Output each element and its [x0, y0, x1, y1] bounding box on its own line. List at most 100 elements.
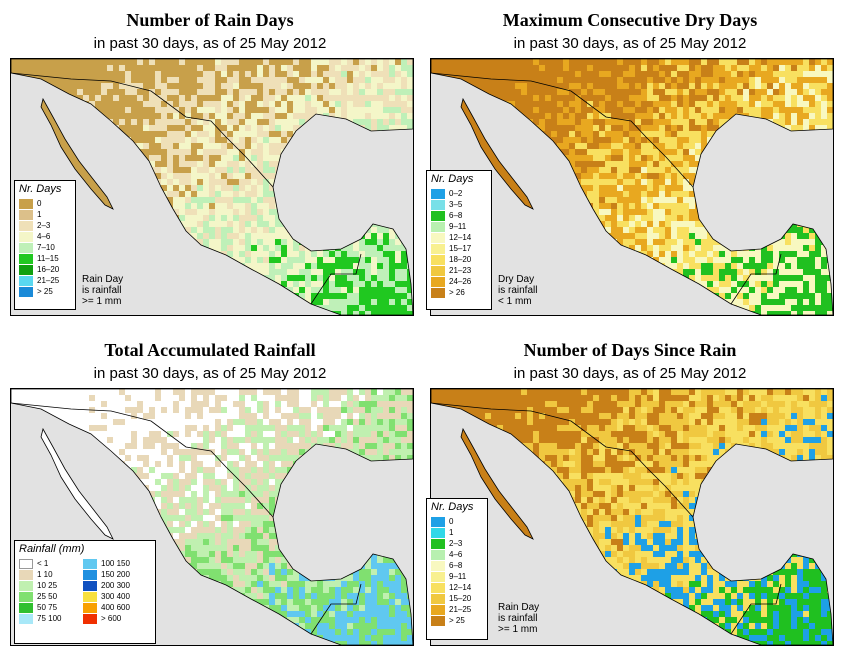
legend-swatch — [431, 538, 445, 549]
legend-swatch — [431, 527, 445, 538]
legend-label: 7–10 — [37, 243, 55, 252]
legend-swatch — [431, 243, 445, 254]
map-svg — [11, 59, 413, 315]
legend-label: > 600 — [101, 614, 122, 623]
legend-swatch — [431, 593, 445, 604]
legend-swatch — [431, 582, 445, 593]
legend-swatch — [431, 188, 445, 199]
legend-row: 1 10 — [19, 569, 79, 580]
us-mexico-border — [431, 72, 694, 188]
legend: Nr. Days 0–2 3–5 6–8 9–11 12–14 15–17 18–20 21–… — [426, 170, 492, 310]
legend-label: 1 — [449, 528, 454, 537]
legend-label: < 1 — [37, 559, 49, 568]
guatemala-border — [310, 583, 362, 635]
legend-swatch — [431, 549, 445, 560]
legend-label: 15–17 — [449, 244, 472, 253]
legend-note: Rain Day is rainfall >= 1 mm — [498, 602, 540, 635]
legend-label: 2–3 — [449, 539, 463, 548]
legend-label: 75 100 — [37, 614, 62, 623]
legend-swatch — [431, 571, 445, 582]
legend-row: 1 — [19, 209, 75, 220]
legend-label: 18–20 — [449, 255, 472, 264]
panel-rain-days: Number of Rain Days in past 30 days, as … — [0, 0, 420, 325]
us-mexico-border — [431, 402, 694, 518]
legend-label: 100 150 — [101, 559, 130, 568]
legend-label: 10 25 — [37, 581, 58, 590]
legend-row: 100 150 — [83, 558, 143, 569]
legend-swatch — [431, 560, 445, 571]
legend-swatch — [83, 569, 97, 580]
legend-swatch — [19, 231, 33, 242]
legend-rows: 0 1 2–3 4–6 6–8 9–11 12–14 15–20 21–25 > 25 — [427, 516, 487, 626]
legend-row: 21–25 — [19, 275, 75, 286]
legend-row: 0–2 — [431, 188, 491, 199]
legend-row: 24–26 — [431, 276, 491, 287]
legend-label: 3–5 — [449, 200, 463, 209]
panel-title: Maximum Consecutive Dry Days — [502, 10, 758, 30]
baja-peninsula — [460, 427, 534, 540]
legend-row: 6–8 — [431, 560, 487, 571]
panel-days-since-rain: Number of Days Since Rain in past 30 day… — [420, 330, 840, 655]
legend-swatch — [19, 591, 33, 602]
legend-label: 200 300 — [101, 581, 130, 590]
legend-row: < 1 — [19, 558, 79, 569]
legend-label: 0 — [37, 199, 42, 208]
legend-label: 11–15 — [37, 254, 59, 263]
legend-row: 2–3 — [19, 220, 75, 231]
legend-row: 11–15 — [19, 253, 75, 264]
legend-row: 1 — [431, 527, 487, 538]
legend-label: 4–6 — [449, 550, 463, 559]
legend-col-left: < 1 1 10 10 25 25 50 50 75 75 100 — [15, 558, 79, 624]
legend-col-right: 100 150 150 200 200 300 300 400 400 600 > 600 — [79, 558, 143, 624]
legend-swatch — [431, 604, 445, 615]
legend-swatch — [83, 602, 97, 613]
legend-row: > 25 — [431, 615, 487, 626]
legend-row: 9–11 — [431, 221, 491, 232]
legend-label: 2–3 — [37, 221, 51, 230]
map-svg — [11, 389, 413, 645]
panel-dry-days: Maximum Consecutive Dry Days in past 30 … — [420, 0, 840, 325]
legend-title: Nr. Days — [431, 173, 474, 185]
baja-peninsula — [40, 427, 114, 540]
legend-rows: 0 1 2–3 4–6 7–10 11–15 16–20 21–25 > 25 — [15, 198, 75, 297]
legend-swatch — [431, 287, 445, 298]
legend-swatch — [83, 558, 97, 569]
legend-swatch — [431, 265, 445, 276]
legend-swatch — [431, 232, 445, 243]
legend-label: 1 10 — [37, 570, 53, 579]
legend-swatch — [19, 569, 33, 580]
legend-swatch — [431, 254, 445, 265]
legend-swatch — [19, 198, 33, 209]
map-days-since-rain — [430, 388, 834, 646]
legend-label: 9–11 — [449, 572, 467, 581]
guatemala-border — [310, 253, 362, 305]
us-mexico-border — [11, 402, 274, 518]
legend-row: 18–20 — [431, 254, 491, 265]
legend-row: 6–8 — [431, 210, 491, 221]
coastline — [11, 59, 413, 315]
legend-swatch — [19, 286, 33, 297]
legend-swatch — [19, 613, 33, 624]
legend-label: 1 — [37, 210, 42, 219]
panel-total-rainfall: Total Accumulated Rainfall in past 30 da… — [0, 330, 420, 655]
legend-swatch — [431, 516, 445, 527]
coastline — [431, 59, 833, 315]
panel-subtitle: in past 30 days, as of 25 May 2012 — [93, 365, 327, 382]
legend: Nr. Days 0 1 2–3 4–6 7–10 11–15 16–20 21–25 > 25 — [14, 180, 76, 310]
legend-row: 50 75 — [19, 602, 79, 613]
legend-row: 7–10 — [19, 242, 75, 253]
legend-label: > 25 — [37, 287, 53, 296]
legend-row: 400 600 — [83, 602, 143, 613]
legend: Nr. Days 0 1 2–3 4–6 6–8 9–11 12–14 15–20 21–25 >… — [426, 498, 488, 640]
legend-label: 4–6 — [37, 232, 51, 241]
legend-row: 150 200 — [83, 569, 143, 580]
legend-row: 9–11 — [431, 571, 487, 582]
legend-title: Nr. Days — [431, 501, 474, 513]
legend-row: 4–6 — [431, 549, 487, 560]
legend-label: 50 75 — [37, 603, 58, 612]
legend-label: 21–23 — [449, 266, 472, 275]
legend-note: Dry Day is rainfall < 1 mm — [498, 274, 538, 307]
legend-label: 300 400 — [101, 592, 130, 601]
legend-swatch — [431, 221, 445, 232]
precip-grid — [431, 389, 833, 645]
